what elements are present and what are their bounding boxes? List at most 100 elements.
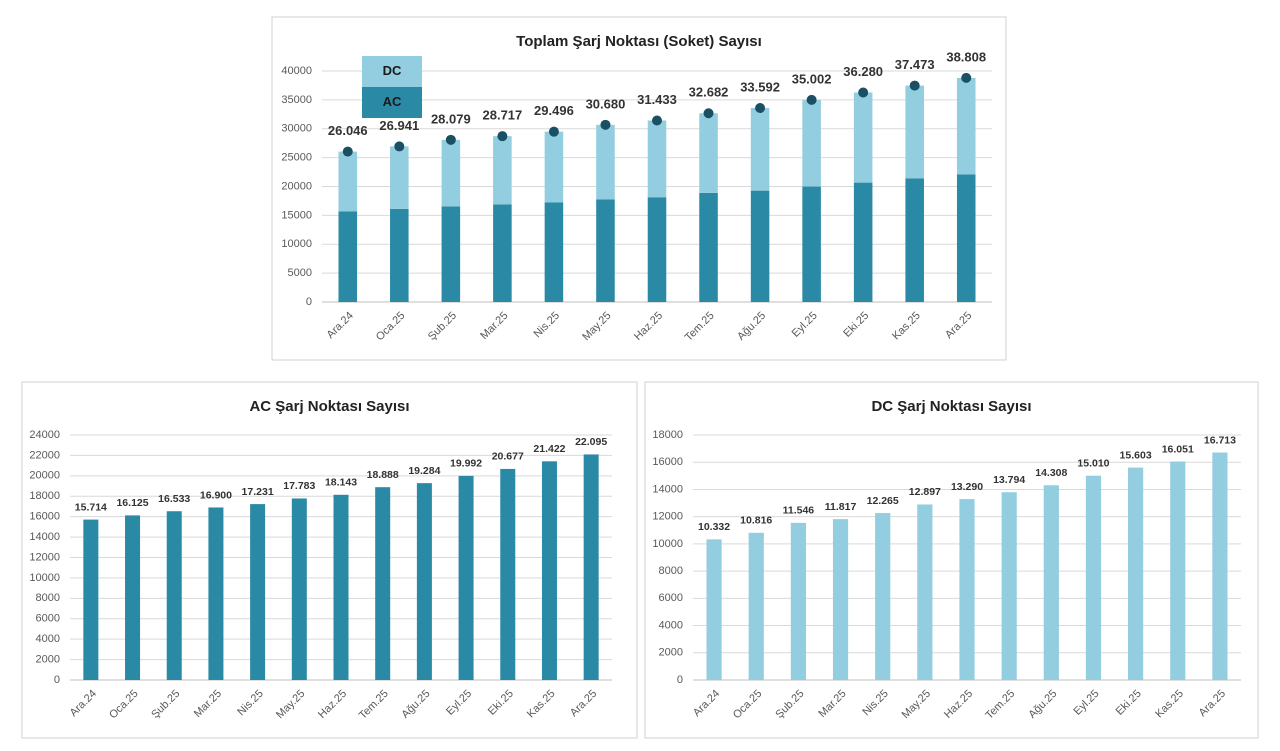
y-tick-label: 0: [54, 674, 60, 686]
value-label: 15.603: [1120, 449, 1152, 461]
y-tick-label: 10000: [281, 238, 312, 250]
bar-segment: [596, 124, 615, 200]
bar-segment: [802, 186, 821, 302]
total-label: 38.808: [946, 49, 986, 64]
bar: [83, 519, 99, 680]
value-label: 13.794: [993, 474, 1025, 486]
value-label: 13.290: [951, 481, 983, 493]
bar: [250, 504, 266, 680]
value-label: 15.010: [1077, 457, 1109, 469]
bar: [875, 513, 891, 680]
bar-segment: [699, 192, 718, 302]
bar: [291, 498, 307, 680]
bar-segment: [853, 92, 873, 183]
chart-title: Toplam Şarj Noktası (Soket) Sayısı: [516, 33, 762, 50]
total-label: 33.592: [740, 79, 780, 94]
total-label: 26.046: [328, 123, 368, 138]
value-label: 16.900: [200, 489, 232, 501]
total-label: 32.682: [689, 85, 729, 100]
total-dot: [703, 108, 714, 119]
total-dot: [394, 141, 405, 152]
total-dot: [961, 72, 972, 83]
bar-segment: [493, 136, 512, 205]
value-label: 12.265: [867, 495, 899, 507]
legend-swatch: [362, 56, 422, 87]
y-tick-label: 20000: [281, 180, 312, 192]
bar-segment: [802, 99, 821, 187]
bar-segment: [956, 77, 976, 175]
bar: [500, 468, 516, 680]
value-label: 17.783: [283, 480, 315, 492]
y-tick-label: 35000: [281, 94, 312, 106]
bar: [1085, 475, 1102, 680]
y-tick-label: 16000: [652, 456, 683, 468]
value-label: 11.817: [825, 501, 857, 513]
value-label: 16.051: [1162, 443, 1194, 455]
chart-frame: [644, 381, 1259, 739]
total-label: 29.496: [534, 103, 574, 118]
y-tick-label: 18000: [29, 490, 60, 502]
y-tick-label: 2000: [36, 653, 60, 665]
bar: [208, 507, 224, 680]
bar: [416, 483, 432, 680]
bar: [748, 532, 764, 680]
value-label: 19.284: [408, 465, 440, 477]
y-tick-label: 30000: [281, 123, 312, 135]
bar: [790, 522, 806, 680]
bar: [125, 515, 141, 680]
bar: [959, 499, 975, 680]
value-label: 10.816: [740, 515, 772, 527]
total-dot: [755, 103, 766, 114]
bar-segment: [750, 190, 770, 302]
value-label: 16.125: [116, 497, 148, 509]
bar-segment: [441, 206, 461, 302]
value-label: 12.897: [909, 486, 941, 498]
y-tick-label: 4000: [36, 633, 60, 645]
value-label: 14.308: [1035, 467, 1067, 479]
value-label: 21.422: [533, 443, 565, 455]
bar-segment: [750, 108, 770, 191]
total-dot: [652, 115, 662, 126]
chart-title: DC Şarj Noktası Sayısı: [871, 398, 1031, 415]
value-label: 11.546: [783, 505, 815, 517]
bar: [832, 519, 849, 680]
total-label: 28.717: [483, 108, 523, 123]
y-tick-label: 6000: [36, 613, 60, 625]
bar-segment: [390, 208, 409, 302]
bar-segment: [544, 131, 564, 203]
total-label: 30.680: [586, 96, 626, 111]
total-dot: [342, 146, 353, 157]
total-label: 26.941: [379, 118, 419, 133]
value-label: 16.713: [1204, 434, 1236, 446]
total-dot: [909, 80, 920, 91]
bar-segment: [905, 178, 924, 302]
y-tick-label: 12000: [29, 551, 60, 563]
total-label: 37.473: [895, 57, 935, 72]
bar-segment: [338, 151, 358, 212]
y-tick-label: 14000: [652, 483, 683, 495]
value-label: 15.714: [75, 501, 107, 513]
y-tick-label: 8000: [659, 565, 683, 577]
y-tick-label: 25000: [281, 152, 312, 164]
y-tick-label: 0: [306, 296, 312, 308]
y-tick-label: 22000: [29, 449, 60, 461]
total-dot: [548, 126, 559, 137]
legend-swatch: [362, 87, 422, 118]
y-tick-label: 6000: [659, 592, 683, 604]
y-tick-label: 0: [677, 674, 683, 686]
bar-segment: [544, 202, 564, 302]
y-tick-label: 12000: [652, 511, 683, 523]
bar-segment: [596, 199, 615, 302]
value-label: 18.888: [367, 469, 399, 481]
y-tick-label: 5000: [288, 267, 312, 279]
total-dot: [600, 119, 611, 130]
bar: [333, 494, 349, 680]
bar: [166, 511, 182, 680]
y-tick-label: 40000: [281, 65, 312, 77]
value-label: 20.677: [492, 451, 524, 463]
chart-frame: [21, 381, 638, 739]
bar-segment: [647, 197, 667, 302]
value-label: 16.533: [158, 493, 190, 505]
bar-segment: [905, 85, 924, 179]
